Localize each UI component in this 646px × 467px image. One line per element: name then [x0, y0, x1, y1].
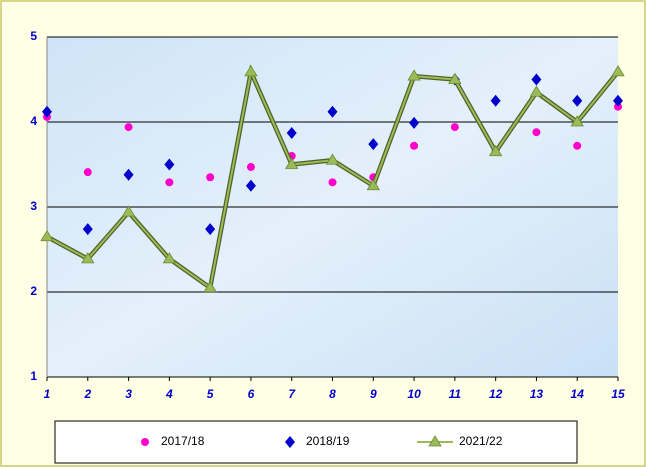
x-tick-label: 2: [83, 387, 91, 401]
marker: [165, 178, 174, 187]
x-tick-label: 6: [248, 387, 255, 401]
legend-label: 2017/18: [161, 434, 205, 448]
marker: [529, 85, 544, 97]
marker: [246, 163, 255, 172]
x-tick-label: 11: [449, 387, 462, 401]
x-tick-label: 4: [165, 387, 173, 401]
marker: [573, 141, 582, 150]
x-tick-label: 14: [571, 387, 585, 401]
marker: [40, 229, 54, 242]
x-tick-label: 13: [530, 387, 544, 401]
marker: [448, 72, 462, 84]
marker: [450, 123, 459, 132]
marker: [285, 436, 295, 448]
marker: [244, 65, 258, 77]
legend-label: 2021/22: [459, 434, 503, 448]
y-tick-label: 5: [30, 29, 37, 43]
x-tick-label: 12: [489, 387, 503, 401]
marker: [407, 69, 421, 81]
y-tick-label: 4: [30, 114, 37, 128]
marker: [410, 141, 419, 150]
x-tick-label: 15: [611, 387, 625, 401]
marker: [325, 153, 340, 165]
marker: [532, 128, 541, 137]
marker: [428, 435, 442, 447]
marker: [613, 94, 623, 107]
marker: [409, 116, 420, 129]
marker: [285, 157, 299, 169]
marker: [206, 173, 215, 182]
marker: [141, 438, 149, 446]
marker: [328, 178, 337, 187]
marker: [42, 105, 52, 118]
marker: [570, 115, 584, 127]
y-tick-label: 1: [30, 369, 37, 383]
marker: [121, 205, 136, 217]
marker: [572, 94, 583, 107]
marker: [164, 158, 175, 171]
marker: [245, 179, 256, 192]
marker: [123, 168, 134, 181]
x-tick-label: 10: [407, 387, 421, 401]
marker: [83, 168, 92, 177]
marker: [205, 223, 216, 236]
marker: [203, 280, 217, 293]
legend-label: 2018/19: [306, 434, 350, 448]
marker: [488, 144, 503, 157]
marker: [611, 65, 625, 77]
marker: [490, 94, 501, 107]
marker: [368, 138, 379, 151]
x-tick-label: 5: [207, 387, 214, 401]
marker: [327, 105, 338, 118]
y-tick-label: 3: [30, 199, 37, 213]
marker: [82, 223, 93, 236]
x-tick-label: 8: [329, 387, 336, 401]
marker: [81, 252, 95, 264]
marker: [531, 73, 542, 86]
marker: [162, 252, 177, 264]
x-tick-label: 3: [125, 387, 132, 401]
y-tick-label: 2: [30, 284, 37, 298]
x-tick-label: 7: [288, 387, 296, 401]
marker: [124, 123, 133, 132]
marker: [366, 178, 380, 191]
x-tick-label: 1: [44, 387, 51, 401]
marker: [286, 127, 297, 140]
x-tick-label: 9: [370, 387, 377, 401]
